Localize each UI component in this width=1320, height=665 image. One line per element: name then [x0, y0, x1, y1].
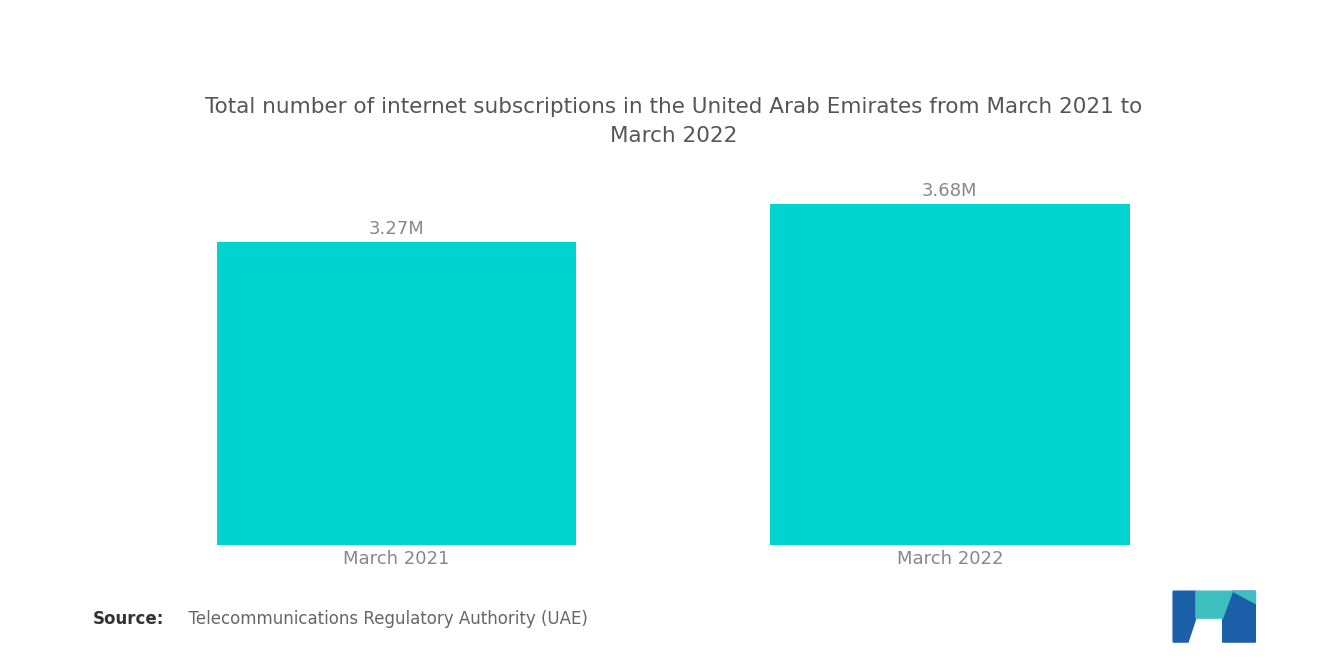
Text: Telecommunications Regulatory Authority (UAE): Telecommunications Regulatory Authority … — [178, 610, 589, 628]
Bar — [770, 204, 1130, 545]
Polygon shape — [1196, 591, 1233, 618]
Polygon shape — [1233, 591, 1255, 603]
Text: Source:: Source: — [92, 610, 164, 628]
Polygon shape — [1173, 591, 1196, 642]
Title: Total number of internet subscriptions in the United Arab Emirates from March 20: Total number of internet subscriptions i… — [205, 96, 1142, 146]
Text: 3.68M: 3.68M — [923, 182, 978, 200]
Bar — [216, 242, 577, 545]
Polygon shape — [1222, 591, 1255, 642]
Text: 3.27M: 3.27M — [368, 220, 425, 238]
